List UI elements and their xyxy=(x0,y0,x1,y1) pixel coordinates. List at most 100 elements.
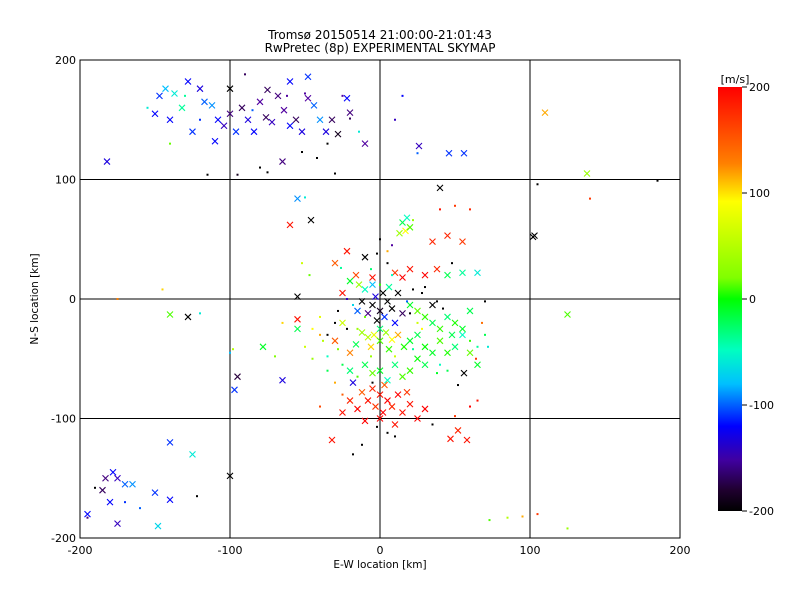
data-point-dot xyxy=(236,173,239,176)
data-point-x-marker xyxy=(399,373,406,381)
data-point-x-marker xyxy=(262,113,270,121)
data-point-dot xyxy=(656,179,659,182)
data-point-dot xyxy=(484,333,486,336)
data-point-dot xyxy=(439,363,441,366)
data-point-x-marker xyxy=(385,283,393,291)
data-point-dot xyxy=(469,339,471,342)
data-point-x-marker xyxy=(154,522,162,530)
data-point-dot xyxy=(286,94,288,97)
data-point-x-marker xyxy=(208,102,216,109)
data-point-x-marker xyxy=(414,307,421,315)
data-point-x-marker xyxy=(436,325,444,333)
data-point-dot xyxy=(371,381,374,384)
data-point-dot xyxy=(304,92,306,95)
data-point-x-marker xyxy=(331,337,339,345)
y-tick-label: -100 xyxy=(51,413,76,426)
data-point-x-marker xyxy=(201,98,208,106)
data-point-dot xyxy=(316,156,318,159)
data-point-dot xyxy=(206,173,209,176)
data-point-x-marker xyxy=(358,329,366,336)
data-point-x-marker xyxy=(369,274,376,281)
data-point-x-marker xyxy=(178,104,186,112)
data-point-x-marker xyxy=(346,109,354,116)
data-point-x-marker xyxy=(294,195,301,203)
data-point-x-marker xyxy=(166,116,174,124)
data-point-dot xyxy=(481,321,483,324)
chart-subtitle: RwPretec (8p) EXPERIMENTAL SKYMAP xyxy=(265,41,496,55)
data-point-dot xyxy=(337,348,339,351)
data-point-dot xyxy=(401,94,404,97)
data-point-dot xyxy=(244,73,246,76)
data-point-x-marker xyxy=(376,367,384,375)
data-point-dot xyxy=(196,495,198,498)
data-point-x-marker xyxy=(354,307,361,315)
data-point-dot xyxy=(356,327,359,330)
data-point-dot xyxy=(521,515,524,518)
data-point-x-marker xyxy=(279,376,286,384)
data-point-x-marker xyxy=(388,336,396,344)
data-point-x-marker xyxy=(364,309,372,317)
data-point-dot xyxy=(476,345,479,348)
data-point-x-marker xyxy=(376,415,384,422)
data-point-x-marker xyxy=(564,311,571,318)
data-point-dot xyxy=(506,516,509,519)
data-point-x-marker xyxy=(379,409,387,416)
data-point-x-marker xyxy=(370,331,378,339)
data-point-dot xyxy=(349,117,351,120)
data-point-dot xyxy=(169,142,171,145)
data-point-dot xyxy=(116,298,119,300)
data-point-dot xyxy=(451,262,453,265)
data-point-dot xyxy=(311,327,314,330)
data-point-dot xyxy=(487,345,489,348)
data-point-dot xyxy=(475,357,477,360)
data-point-x-marker xyxy=(352,271,360,279)
data-point-x-marker xyxy=(385,345,393,353)
colorbar: [m/s] 200 100 0 -100 -200 xyxy=(718,73,774,518)
data-point-dot xyxy=(412,288,414,291)
data-point-x-marker xyxy=(444,271,451,279)
data-point-x-marker xyxy=(121,480,129,488)
data-point-x-marker xyxy=(294,293,301,300)
data-point-dot xyxy=(424,286,426,289)
data-point-dot xyxy=(86,516,89,519)
data-point-x-marker xyxy=(394,391,402,398)
data-point-x-marker xyxy=(298,128,306,136)
data-point-x-marker xyxy=(444,232,451,240)
data-point-x-marker xyxy=(84,510,91,518)
data-point-x-marker xyxy=(355,281,363,289)
data-point-x-marker xyxy=(339,409,346,416)
data-point-dot xyxy=(406,300,408,303)
data-point-dot xyxy=(394,355,396,358)
data-point-dot xyxy=(251,109,254,112)
data-point-x-marker xyxy=(414,415,421,422)
data-point-x-marker xyxy=(286,221,294,229)
data-point-dot xyxy=(301,151,303,154)
data-point-x-marker xyxy=(103,158,111,165)
data-point-x-marker xyxy=(399,274,406,281)
data-point-dot xyxy=(352,303,354,306)
data-point-x-marker xyxy=(384,298,391,305)
data-point-x-marker xyxy=(294,325,301,333)
data-point-x-marker xyxy=(189,450,196,458)
data-point-dot xyxy=(412,348,414,351)
data-point-x-marker xyxy=(384,376,391,384)
data-point-dot xyxy=(421,327,423,330)
data-point-x-marker xyxy=(369,369,376,377)
data-point-x-marker xyxy=(379,289,387,297)
data-point-x-marker xyxy=(384,397,391,404)
data-point-x-marker xyxy=(429,238,436,246)
data-point-x-marker xyxy=(328,436,336,444)
y-tick-label: 0 xyxy=(69,293,76,306)
data-point-x-marker xyxy=(102,474,109,482)
data-point-dot xyxy=(379,238,381,241)
data-point-x-marker xyxy=(414,355,421,363)
data-point-x-marker xyxy=(388,403,396,410)
data-point-x-marker xyxy=(109,468,117,476)
data-point-dot xyxy=(442,307,444,310)
data-point-dot xyxy=(484,300,486,303)
data-point-x-marker xyxy=(226,85,234,93)
data-point-x-marker xyxy=(196,85,204,93)
data-point-x-marker xyxy=(444,349,451,357)
y-tick-label: -200 xyxy=(51,532,76,545)
